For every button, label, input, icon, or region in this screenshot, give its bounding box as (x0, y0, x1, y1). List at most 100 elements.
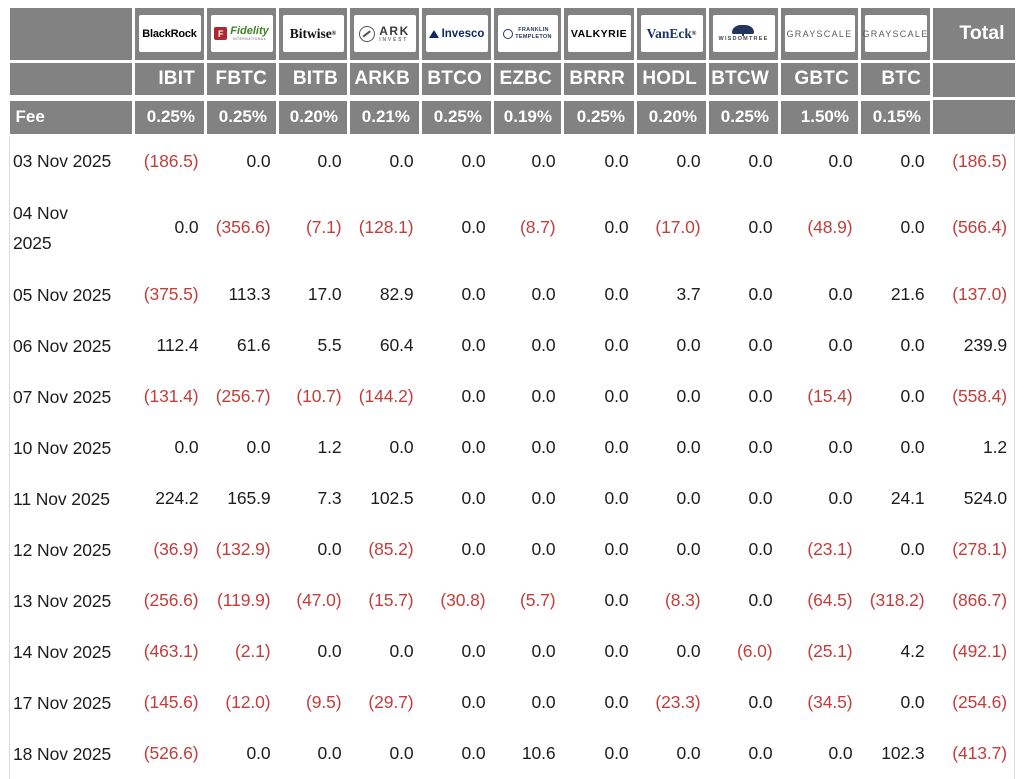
flow-cell: 82.9 (379, 284, 414, 304)
flow-cell: (10.7) (296, 386, 342, 406)
flow-cell: 1.2 (317, 437, 342, 457)
flow-cell: (6.0) (737, 641, 773, 661)
vaneck-logo: VanEck ® (640, 15, 703, 53)
flow-cell: (463.1) (143, 641, 199, 661)
table-row: 03 Nov 2025 (186.5) 0.0 0.0 0.0 0.0 0.0 0.0 0.0 0… (9, 135, 1015, 186)
fee-bitb: 0.20% (276, 95, 350, 137)
table-row: 04 Nov 2025 0.0 (356.6) (7.1) (128.1) 0.0 (8.7… (9, 186, 1015, 269)
flow-cell: 0.0 (461, 641, 486, 661)
franklin-templeton-logo: FRANKLIN TEMPLETON (497, 15, 558, 53)
flow-cell: 0.0 (604, 386, 629, 406)
flow-cell: (256.7) (215, 386, 271, 406)
flow-cell: 0.0 (748, 335, 773, 355)
flow-cell: 0.0 (748, 217, 773, 237)
fee-row: Fee 0.25% 0.25% 0.20% 0.21% 0.25% 0.19% 0.25% 0.… (9, 95, 1015, 137)
flow-cell: (29.7) (368, 692, 414, 712)
flow-cell: 102.5 (370, 488, 414, 508)
flow-cell: (128.1) (358, 217, 414, 237)
logo-row: BlackRock F Fidelity INTERNATIONAL Bit (9, 8, 1015, 63)
fee-arkb: 0.21% (347, 95, 422, 137)
flow-cell: 0.0 (531, 488, 556, 508)
fidelity-f-icon: F (214, 27, 228, 41)
flow-cell: 0.0 (531, 284, 556, 304)
flow-cell: 0.0 (461, 488, 486, 508)
grayscale-mini-logo: GRAYSCALE (862, 15, 929, 53)
fee-hodl: 0.20% (634, 95, 709, 137)
flow-cell: 0.0 (604, 150, 629, 171)
issuer-cell-ark: ARK INVEST (347, 8, 422, 63)
date-cell: 18 Nov 2025 (9, 728, 134, 779)
flow-cell: 0.0 (676, 437, 701, 457)
flow-cell: 0.0 (676, 386, 701, 406)
flow-cell: (47.0) (296, 590, 342, 610)
flow-cell: 0.0 (531, 641, 556, 661)
flow-cell: 0.0 (828, 437, 853, 457)
date-cell: 06 Nov 2025 (9, 320, 134, 371)
grayscale-mini-logo-text: GRAYSCALE (862, 28, 929, 39)
flow-cell: (12.0) (225, 692, 271, 712)
fee-brrr: 0.25% (561, 95, 637, 137)
flow-cell: 0.0 (676, 743, 701, 763)
flow-cell: 0.0 (828, 488, 853, 508)
ticker-hodl: HODL (634, 59, 709, 100)
flow-cell: 0.0 (828, 284, 853, 304)
flow-cell: (30.8) (440, 590, 486, 610)
flow-cell: 0.0 (461, 217, 486, 237)
issuer-cell-bitwise: Bitwise ® (276, 8, 350, 63)
ticker-bitb: BITB (276, 59, 350, 100)
issuer-cell-franklin: FRANKLIN TEMPLETON (491, 8, 564, 63)
invesco-logo-text: Invesco (441, 27, 485, 40)
flow-cell: 7.3 (317, 488, 342, 508)
flow-cell: 61.6 (236, 335, 271, 355)
flow-cell: 0.0 (828, 150, 853, 171)
flow-cell: 102.3 (881, 743, 925, 763)
flow-cell: 0.0 (389, 437, 414, 457)
ticker-row: IBIT FBTC BITB ARKB BTCO EZBC BRRR HODL BTCW GBTC… (9, 59, 1015, 100)
flow-cell: (48.9) (807, 217, 853, 237)
ticker-ibit: IBIT (132, 59, 207, 100)
ticker-btc: BTC (858, 59, 933, 100)
flow-cell: 0.0 (828, 335, 853, 355)
fee-total-spacer (930, 96, 1015, 137)
issuer-cell-grayscale-btc: GRAYSCALE (858, 8, 933, 63)
flow-cell: 0.0 (748, 488, 773, 508)
flow-cell: (186.5) (143, 150, 199, 171)
franklin-logo-line1: FRANKLIN (518, 27, 549, 34)
flow-cell: (318.2) (869, 590, 925, 610)
flow-cell: 0.0 (389, 641, 414, 661)
wisdomtree-tree-icon (732, 25, 755, 34)
flow-cell: 0.0 (531, 437, 556, 457)
flow-cell: 0.0 (604, 335, 629, 355)
flow-cell: 0.0 (389, 743, 414, 763)
flow-cell: (256.6) (143, 590, 199, 610)
flow-cell: 0.0 (531, 386, 556, 406)
flow-cell: 0.0 (900, 335, 925, 355)
flow-cell: (144.2) (358, 386, 414, 406)
date-cell: 10 Nov 2025 (9, 422, 134, 473)
ticker-btcw: BTCW (706, 59, 781, 100)
invesco-triangle-icon (428, 29, 439, 38)
flow-cell: (64.5) (807, 590, 853, 610)
flow-cell: 0.0 (317, 743, 342, 763)
etf-flow-table: BlackRock F Fidelity INTERNATIONAL Bit (9, 8, 1015, 779)
flow-cell: (2.1) (235, 641, 271, 661)
table-row: 18 Nov 2025 (526.6) 0.0 0.0 0.0 0.0 10.6 0.0 0.0… (9, 728, 1015, 779)
flow-cell: 0.0 (604, 539, 629, 559)
flow-cell: 0.0 (676, 150, 701, 171)
flow-cell: (5.7) (520, 590, 556, 610)
invesco-logo: Invesco (425, 15, 488, 53)
flow-cell: 0.0 (748, 437, 773, 457)
flow-cell: (526.6) (143, 743, 199, 763)
total-cell: (278.1) (931, 524, 1015, 575)
bitwise-logo-text: Bitwise (289, 25, 332, 41)
grayscale-logo: GRAYSCALE (784, 15, 855, 53)
flow-cell: 113.3 (228, 284, 271, 304)
fee-ezbc: 0.19% (491, 95, 564, 137)
flow-cell: 224.2 (155, 488, 199, 508)
flow-cell: 0.0 (246, 150, 271, 171)
flow-cell: 0.0 (900, 217, 925, 237)
ark-circle-icon (359, 25, 376, 42)
ticker-arkb: ARKB (347, 59, 422, 100)
flow-cell: (15.7) (368, 590, 414, 610)
franklin-head-icon (503, 28, 514, 39)
